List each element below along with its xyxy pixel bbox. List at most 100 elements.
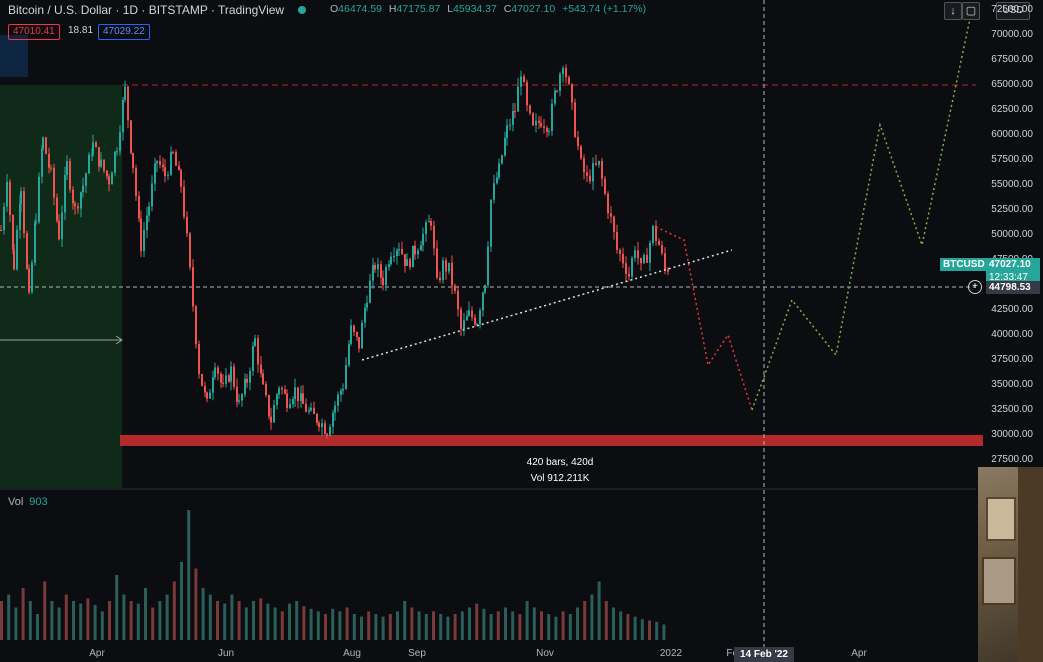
candle-body [241, 394, 243, 401]
candle-body [548, 131, 550, 133]
volume-bar [583, 601, 587, 640]
buy-button[interactable]: 47029.22 [98, 24, 150, 40]
candle-body [48, 153, 50, 168]
volume-bar [554, 616, 558, 640]
candle-body [6, 181, 8, 207]
measure-volume: Vol 912.211K [530, 473, 590, 484]
candle-body [204, 385, 206, 393]
candle-body [95, 142, 97, 148]
volume-bar [460, 611, 464, 640]
candle-body [254, 338, 256, 347]
volume-bar [280, 611, 284, 640]
candle-body [246, 378, 248, 383]
volume-bar [496, 611, 500, 640]
candle-body [345, 365, 347, 389]
candle-body [350, 325, 352, 344]
candle-body [454, 285, 456, 291]
candle-body [493, 183, 495, 200]
candle-body [551, 103, 553, 132]
volume-bar [324, 614, 327, 640]
candle-body [430, 221, 432, 226]
candle-body [535, 120, 537, 126]
candle-body [98, 147, 100, 167]
candle-body [646, 254, 648, 263]
candle-body [366, 302, 368, 308]
bullish-projection [751, 0, 975, 411]
price-tick-label: 60000.00 [991, 129, 1033, 140]
volume-bar [619, 611, 623, 640]
volume-bar [7, 594, 11, 640]
candle-body [286, 393, 288, 408]
volume-bar [525, 601, 529, 640]
time-tick-label: Nov [536, 648, 554, 659]
volume-bar [266, 603, 270, 640]
candle-body [189, 233, 191, 268]
candle-body [631, 258, 633, 277]
candle-body [586, 172, 588, 176]
candle-body [61, 212, 63, 240]
candle-body [53, 167, 55, 198]
sell-button[interactable]: 47010.41 [8, 24, 60, 40]
volume-bar [129, 601, 133, 640]
volume-bar [108, 601, 111, 640]
crosshair-price-tag: 44798.53 [986, 281, 1040, 294]
candle-body [41, 149, 43, 177]
volume-bar [655, 621, 659, 640]
candle-body [543, 126, 545, 128]
candle-body [372, 265, 374, 281]
candle-body [529, 105, 531, 114]
volume-bar [367, 611, 371, 640]
candle-body [324, 423, 326, 435]
candle-body [428, 221, 430, 223]
candle-body [546, 127, 548, 132]
candle-body [132, 152, 134, 169]
candle-body [356, 331, 358, 338]
candle-body [364, 307, 366, 323]
candle-body [13, 249, 15, 270]
candle-body [91, 154, 93, 156]
candle-body [316, 413, 318, 423]
download-icon[interactable]: ↓ [944, 2, 962, 20]
currency-select[interactable]: USD [996, 2, 1030, 20]
candle-body [554, 90, 556, 104]
candle-body [580, 146, 582, 159]
volume-bar [352, 614, 356, 640]
volume-bar [331, 608, 335, 640]
volume-bar [648, 620, 651, 640]
candle-body [474, 317, 476, 325]
candle-body [20, 191, 22, 204]
candle-body [217, 367, 219, 374]
candle-body [88, 154, 90, 174]
candle-body [238, 400, 240, 402]
candle-body [559, 74, 561, 92]
candle-body [244, 378, 246, 395]
candle-body [66, 161, 68, 176]
date-range-label-box [0, 35, 28, 77]
volume-bar [345, 607, 349, 640]
candle-body [273, 405, 275, 423]
volume-bar [21, 588, 25, 640]
volume-bar [237, 601, 241, 640]
price-tick-label: 70000.00 [991, 29, 1033, 40]
chart-header: Bitcoin / U.S. Dollar · 1D · BITSTAMP · … [8, 2, 314, 18]
candle-body [313, 407, 315, 414]
candle-body [222, 382, 224, 384]
candle-body [661, 245, 663, 254]
price-tick-label: 35000.00 [991, 379, 1033, 390]
support-zone [120, 435, 983, 446]
volume-bar [612, 607, 615, 640]
candle-body [562, 67, 564, 75]
add-alert-icon[interactable]: + [968, 280, 982, 294]
candle-body [180, 170, 182, 187]
candle-body [31, 262, 33, 293]
candle-body [409, 259, 411, 268]
candle-body [412, 245, 414, 268]
candle-body [326, 434, 328, 436]
ohlc-legend: O46474.59 H47175.87 L45934.37 C47027.10 … [330, 3, 650, 15]
candle-body [310, 407, 312, 411]
layout-icon[interactable]: ▢ [962, 2, 980, 20]
candle-body [361, 322, 363, 349]
candle-body [175, 152, 177, 166]
range-arrow-head [115, 335, 123, 345]
